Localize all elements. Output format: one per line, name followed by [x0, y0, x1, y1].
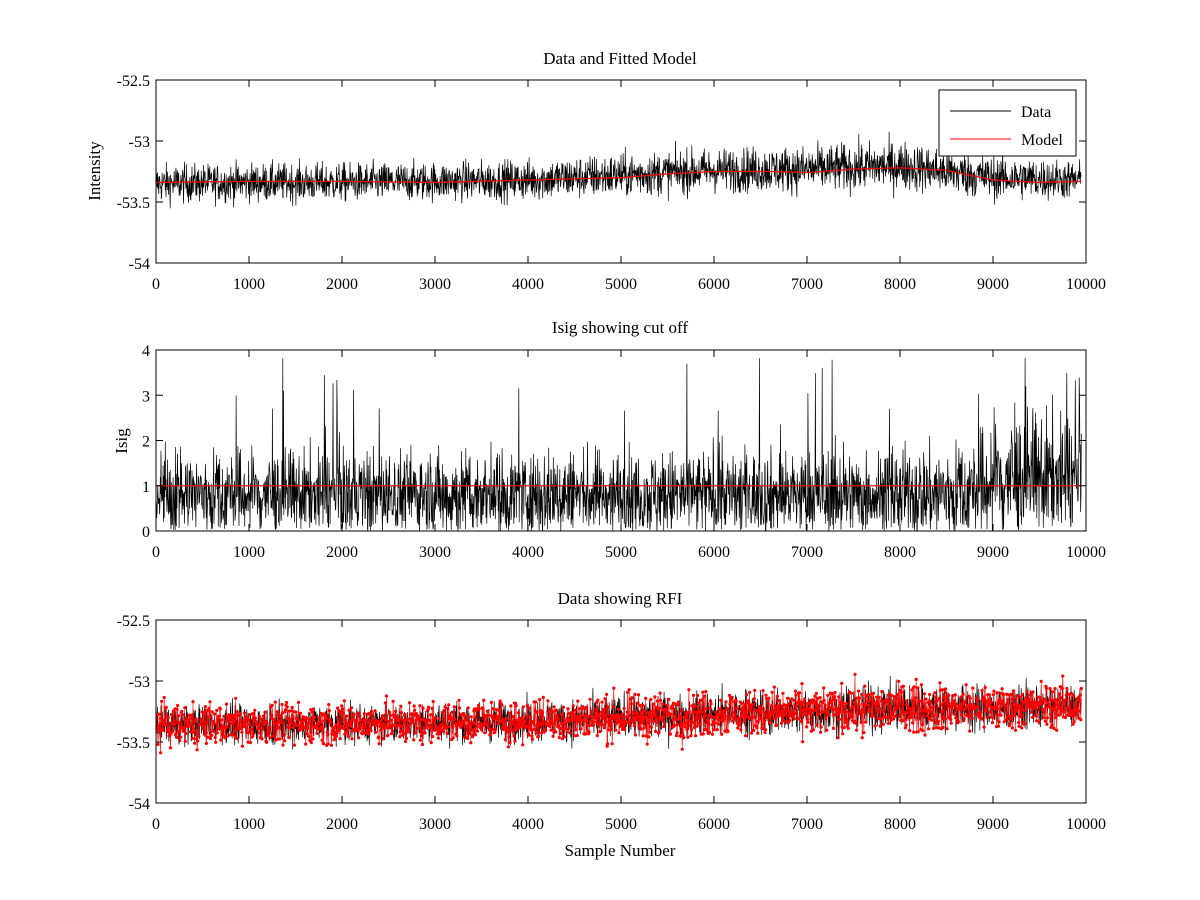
chart-title: Data showing RFI — [558, 589, 683, 608]
y-tick-label: -54 — [129, 256, 150, 273]
plot-area: 0 1000 2000 3000 4000 5000 6000 7000 8000 9000 100… — [142, 343, 1106, 561]
y-tick-label: -53 — [129, 674, 150, 691]
series-line-1 — [156, 167, 1082, 184]
panel-data-and-model: Data and Fitted Model Intensity 0 1000 200… — [85, 49, 1106, 293]
y-tick-label: 1 — [142, 479, 150, 496]
x-tick-label: 2000 — [326, 276, 358, 293]
x-tick-label: 4000 — [512, 816, 544, 833]
y-tick-label: 3 — [142, 388, 150, 405]
x-tick-label: 5000 — [605, 276, 637, 293]
legend-box — [938, 89, 1077, 157]
y-axis-label: Isig — [112, 428, 131, 454]
x-tick-label: 3000 — [419, 816, 451, 833]
x-tick-label: 3000 — [419, 544, 451, 561]
y-tick-label: 2 — [142, 434, 150, 451]
y-axis-label: Intensity — [85, 141, 104, 201]
y-tick-label: 0 — [142, 524, 150, 541]
x-tick-label: 2000 — [326, 816, 358, 833]
y-tick-label: -53 — [129, 134, 150, 151]
plot-area: 0 1000 2000 3000 4000 5000 6000 7000 8000 9000 100… — [117, 613, 1106, 833]
panel-rfi: Data showing RFI Sample Number 0 1000 2000… — [117, 589, 1106, 860]
x-tick-label: 1000 — [233, 816, 265, 833]
y-tick-label: -54 — [129, 796, 150, 813]
x-tick-label: 0 — [152, 276, 160, 293]
x-tick-label: 0 — [152, 816, 160, 833]
chart-title: Isig showing cut off — [552, 318, 688, 337]
x-tick-label: 10000 — [1066, 544, 1106, 561]
y-tick-label: -52.5 — [117, 613, 150, 630]
plot-area: 0 1000 2000 3000 4000 5000 6000 7000 8000 9000 100… — [117, 73, 1106, 293]
x-tick-label: 7000 — [791, 276, 823, 293]
x-tick-label: 8000 — [884, 276, 916, 293]
x-tick-label: 1000 — [233, 276, 265, 293]
y-tick-label: -53.5 — [117, 195, 150, 212]
x-tick-label: 3000 — [419, 276, 451, 293]
y-tick-label: 4 — [142, 343, 150, 360]
x-tick-label: 10000 — [1066, 816, 1106, 833]
x-tick-label: 10000 — [1066, 276, 1106, 293]
x-tick-label: 6000 — [698, 276, 730, 293]
series-group — [156, 357, 1082, 531]
x-tick-label: 8000 — [884, 816, 916, 833]
series-line-0 — [156, 131, 1082, 209]
x-tick-label: 9000 — [977, 544, 1009, 561]
panel-isig: Isig showing cut off Isig 0 1000 2000 3000 4… — [112, 318, 1106, 561]
x-tick-label: 5000 — [605, 544, 637, 561]
series-line-1 — [156, 674, 1082, 753]
x-tick-label: 9000 — [977, 816, 1009, 833]
x-tick-label: 0 — [152, 544, 160, 561]
legend: Data Model — [938, 89, 1077, 157]
x-tick-label: 9000 — [977, 276, 1009, 293]
x-tick-label: 1000 — [233, 544, 265, 561]
x-tick-label: 5000 — [605, 816, 637, 833]
series-group — [156, 131, 1082, 209]
legend-label-data: Data — [1021, 104, 1051, 121]
y-tick-label: -52.5 — [117, 73, 150, 90]
series-group — [156, 672, 1083, 755]
x-tick-label: 4000 — [512, 544, 544, 561]
x-tick-label: 8000 — [884, 544, 916, 561]
x-tick-label: 6000 — [698, 544, 730, 561]
x-tick-label: 2000 — [326, 544, 358, 561]
y-tick-label: -53.5 — [117, 735, 150, 752]
series-line-0 — [156, 357, 1082, 531]
chart-title: Data and Fitted Model — [543, 49, 697, 68]
x-tick-label: 6000 — [698, 816, 730, 833]
x-axis-label: Sample Number — [565, 841, 676, 860]
x-tick-label: 4000 — [512, 276, 544, 293]
legend-label-model: Model — [1021, 132, 1063, 149]
x-tick-label: 7000 — [791, 544, 823, 561]
x-tick-label: 7000 — [791, 816, 823, 833]
